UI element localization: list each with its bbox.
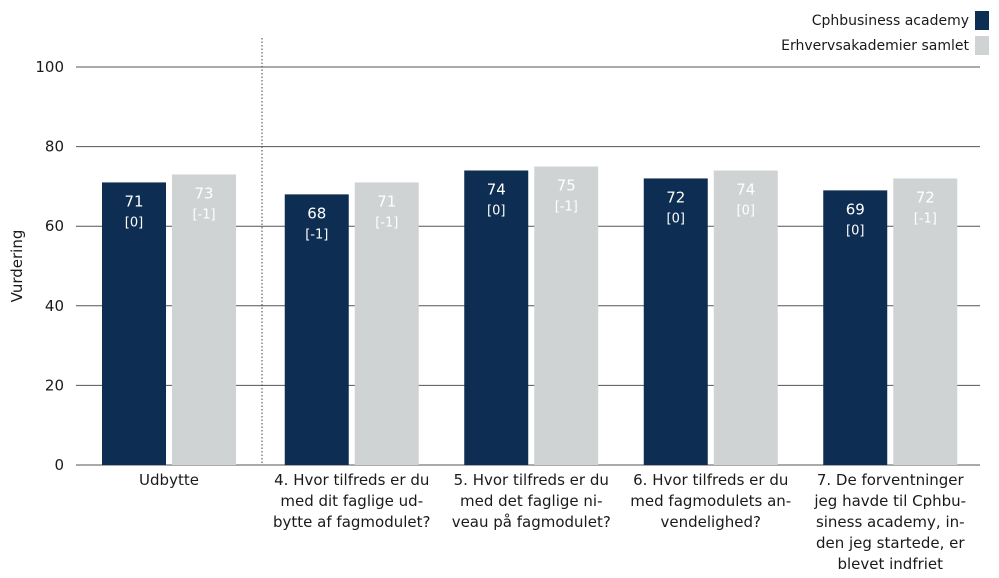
data-sublabel: [-1] <box>914 211 937 226</box>
x-tick-label: med fagmodulets an- <box>630 492 791 510</box>
x-tick-label: vendelighed? <box>661 513 761 531</box>
data-label: 71 <box>377 192 396 210</box>
legend-swatch-cphbusiness <box>975 11 989 30</box>
legend-item-cphbusiness: Cphbusiness academy <box>781 8 989 33</box>
x-tick-label: veau på fagmodulet? <box>452 513 611 531</box>
data-label: 72 <box>916 188 935 206</box>
bar <box>354 182 419 466</box>
data-sublabel: [-1] <box>192 207 215 222</box>
bar <box>823 190 888 465</box>
bar <box>464 170 529 466</box>
data-label: 72 <box>666 188 685 206</box>
data-sublabel: [0] <box>667 211 685 226</box>
x-tick-label: jeg havde til Cphbu- <box>813 492 966 510</box>
x-tick-label: Udbytte <box>139 471 199 489</box>
data-label: 69 <box>846 200 865 218</box>
data-sublabel: [0] <box>125 215 143 230</box>
y-tick-label: 100 <box>35 58 64 76</box>
data-sublabel: [0] <box>737 203 755 218</box>
bar <box>643 178 708 465</box>
legend-label-erhvervsakademier: Erhvervsakademier samlet <box>781 37 969 54</box>
data-label: 74 <box>736 180 755 198</box>
data-label: 71 <box>124 192 143 210</box>
y-tick-label: 0 <box>54 456 64 474</box>
x-tick-label: med det faglige ni- <box>460 492 602 510</box>
data-sublabel: [-1] <box>555 200 578 215</box>
x-tick-label: bytte af fagmodulet? <box>273 513 430 531</box>
x-tick-label: 7. De forventninger <box>817 471 965 489</box>
legend-label-cphbusiness: Cphbusiness academy <box>811 12 969 29</box>
y-tick-label: 40 <box>45 297 64 315</box>
legend-swatch-erhvervsakademier <box>975 36 989 55</box>
x-tick-label: siness academy, in- <box>816 513 965 531</box>
x-tick-label: 6. Hvor tilfreds er du <box>633 471 788 489</box>
legend: Cphbusiness academy Erhvervsakademier sa… <box>781 8 989 58</box>
data-sublabel: [-1] <box>305 227 328 242</box>
data-sublabel: [0] <box>846 223 864 238</box>
data-label: 68 <box>307 204 326 222</box>
data-label: 73 <box>194 184 213 202</box>
y-tick-label: 20 <box>45 376 64 394</box>
data-sublabel: [-1] <box>375 215 398 230</box>
bar <box>102 182 166 466</box>
y-axis-label: Vurdering <box>8 230 26 303</box>
x-tick-label: den jeg startede, er <box>816 534 965 552</box>
bar <box>534 166 599 465</box>
y-tick-label: 80 <box>45 138 64 156</box>
x-tick-label: 4. Hvor tilfreds er du <box>274 471 429 489</box>
x-tick-label: blevet indfriet <box>837 555 943 573</box>
data-label: 75 <box>557 177 576 195</box>
x-tick-label: 5. Hvor tilfreds er du <box>454 471 609 489</box>
y-tick-label: 60 <box>45 217 64 235</box>
legend-item-erhvervsakademier: Erhvervsakademier samlet <box>781 33 989 58</box>
bar <box>172 174 236 465</box>
x-tick-label: med dit faglige ud- <box>280 492 423 510</box>
bar <box>284 194 349 466</box>
bar <box>893 178 958 465</box>
data-label: 74 <box>487 180 506 198</box>
bar <box>713 170 778 466</box>
data-sublabel: [0] <box>487 203 505 218</box>
